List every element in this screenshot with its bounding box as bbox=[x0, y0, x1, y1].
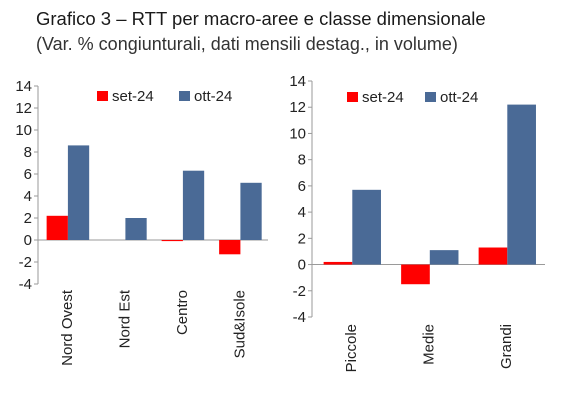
chart-2-y-tick-label: 6 bbox=[298, 178, 306, 195]
chart-1-bar-ott-24-4 bbox=[240, 182, 262, 240]
chart-2-y-tick-label: 10 bbox=[289, 125, 306, 142]
chart-1-category-label: Nord Ovest bbox=[59, 289, 76, 366]
chart-2-bar-set-24-2 bbox=[401, 264, 430, 285]
chart-2-y-tick-label: 8 bbox=[298, 152, 306, 169]
chart-1-y-tick-label: 10 bbox=[15, 122, 32, 139]
chart-2-y-tick-label: 2 bbox=[298, 230, 306, 247]
chart-1-category-label: Sud&Isole bbox=[231, 290, 248, 358]
chart-2-bar-ott-24-3 bbox=[507, 104, 536, 265]
chart-2-bar-ott-24-2 bbox=[429, 250, 459, 265]
chart-1-y-tick-label: 2 bbox=[24, 210, 32, 227]
chart-1-y-tick-label: 14 bbox=[15, 78, 32, 95]
chart-2-y-tick-label: 4 bbox=[298, 204, 306, 221]
chart-1-legend-label-ott-24: ott-24 bbox=[194, 88, 232, 105]
chart-2-y-tick-label: -4 bbox=[293, 309, 306, 326]
chart-1-y-tick-label: -2 bbox=[19, 254, 32, 271]
chart-1-legend-swatch-set-24 bbox=[97, 91, 108, 101]
chart-1-y-tick-label: -4 bbox=[19, 276, 32, 293]
chart-1-legend-label-set-24: set-24 bbox=[112, 88, 154, 105]
chart-1-category-label: Nord Est bbox=[116, 289, 133, 348]
chart-2-category-label: Grandi bbox=[498, 324, 515, 369]
chart-1-bar-set-24-1 bbox=[46, 215, 68, 240]
chart-2-legend-swatch-set-24 bbox=[347, 92, 358, 102]
chart-2-y-tick-label: 14 bbox=[289, 73, 306, 90]
chart-2-category-label: Medie bbox=[420, 324, 437, 365]
chart-1-y-tick-label: 6 bbox=[24, 166, 32, 183]
chart-2-legend-label-ott-24: ott-24 bbox=[440, 89, 478, 106]
chart-2-legend-label-set-24: set-24 bbox=[362, 89, 404, 106]
chart-1-bar-set-24-3 bbox=[161, 240, 183, 242]
chart-1-y-tick-label: 4 bbox=[24, 188, 32, 205]
chart-2-bar-set-24-1 bbox=[323, 261, 353, 265]
chart-1-y-tick-label: 12 bbox=[15, 100, 32, 117]
chart-1-bar-ott-24-3 bbox=[182, 170, 205, 240]
chart-2-bar-set-24-3 bbox=[478, 247, 508, 265]
chart-1-bar-ott-24-1 bbox=[67, 145, 90, 240]
chart-1-category-label: Centro bbox=[174, 290, 191, 335]
chart-subtitle: (Var. % congiunturali, dati mensili dest… bbox=[36, 34, 458, 54]
chart-2-y-tick-label: 0 bbox=[298, 257, 306, 274]
chart-1-bar-ott-24-2 bbox=[125, 218, 147, 240]
chart-1-y-tick-label: 8 bbox=[24, 144, 32, 161]
chart-2-y-tick-label: 12 bbox=[289, 99, 306, 116]
chart-2-category-label: Piccole bbox=[343, 324, 360, 372]
chart-1-y-tick-label: 0 bbox=[24, 232, 32, 249]
chart-2-bar-ott-24-1 bbox=[352, 189, 381, 265]
chart-title: Grafico 3 – RTT per macro-aree e classe … bbox=[36, 8, 486, 29]
chart-2-legend-swatch-ott-24 bbox=[425, 92, 436, 102]
chart-2-y-tick-label: -2 bbox=[293, 283, 306, 300]
chart-1-bar-set-24-4 bbox=[219, 240, 241, 255]
chart-1-legend-swatch-ott-24 bbox=[179, 91, 190, 101]
